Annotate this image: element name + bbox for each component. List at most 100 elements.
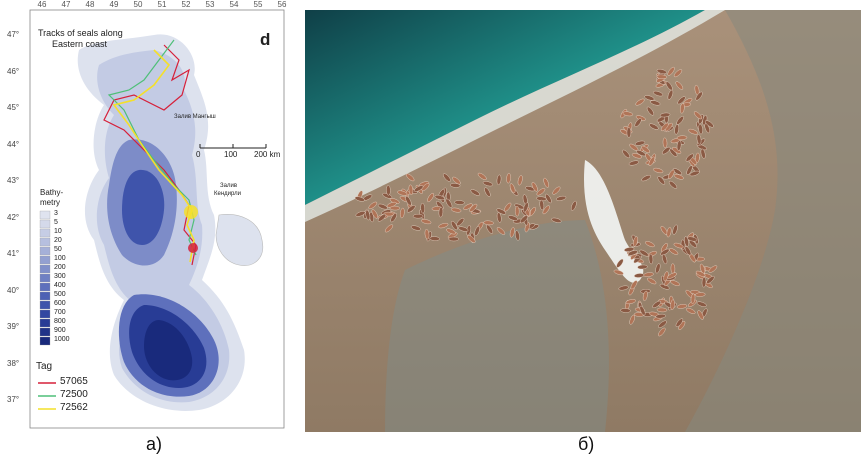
seal — [377, 203, 388, 210]
seal — [556, 195, 567, 201]
seal — [365, 209, 371, 221]
latitude-tick: 45° — [7, 103, 20, 112]
bathymetry-swatch — [39, 300, 51, 310]
seal — [412, 213, 424, 219]
seal — [680, 103, 685, 114]
bathymetry-swatch — [39, 282, 51, 292]
place-label-bay2-line2: Кендирли — [214, 191, 241, 197]
bathymetry-level-label: 300 — [54, 273, 66, 280]
seal-colony-photo — [305, 10, 861, 432]
longitude-tick: 56 — [277, 0, 287, 9]
surf-foam — [305, 10, 725, 222]
seal — [628, 160, 639, 166]
bathymetry-swatch — [39, 255, 51, 265]
seal — [622, 111, 633, 117]
seal — [438, 222, 449, 229]
shallow-water-left — [385, 220, 609, 432]
map-title-line1: Tracks of seals along — [38, 28, 123, 38]
seal — [570, 200, 577, 211]
bathymetry-level-label: 5 — [54, 219, 58, 226]
seal — [668, 169, 675, 179]
sea-area — [305, 10, 705, 205]
seal — [390, 212, 397, 223]
seal — [675, 318, 684, 327]
latitude-tick: 40° — [7, 285, 20, 295]
bathymetry-swatch — [39, 246, 51, 256]
seal — [656, 74, 667, 80]
tag-label: 72500 — [60, 389, 88, 400]
bathymetry-level-label: 700 — [54, 309, 66, 316]
seal — [661, 254, 668, 265]
seal — [443, 173, 451, 182]
seal — [622, 149, 630, 159]
longitude-tick: 46 — [37, 0, 47, 9]
seal — [421, 219, 432, 225]
seal — [641, 175, 651, 182]
seal — [639, 249, 649, 257]
seal — [438, 207, 444, 218]
seal — [519, 215, 529, 224]
scale-label-0: 0 — [196, 150, 201, 159]
seal — [496, 212, 502, 223]
tag-legend — [38, 382, 56, 410]
seal — [658, 320, 667, 328]
seal — [620, 308, 631, 313]
seal — [463, 203, 473, 210]
bathymetry-swatch — [39, 219, 51, 229]
bathymetry-swatch — [39, 309, 51, 319]
seal — [656, 68, 667, 75]
seal — [696, 301, 707, 307]
seal — [668, 180, 678, 189]
seal — [656, 307, 668, 313]
seal — [506, 173, 511, 184]
bathymetry-level-label: 10 — [54, 228, 62, 235]
seal — [408, 184, 414, 195]
bathymetry-swatch — [39, 336, 51, 346]
seal — [630, 280, 638, 290]
sea-body — [77, 34, 264, 411]
seal — [647, 277, 657, 285]
bathymetry-level-label: 800 — [54, 318, 66, 325]
seal — [668, 248, 679, 255]
bathymetry-title-line2: metry — [40, 198, 60, 207]
seal — [676, 135, 688, 140]
seal — [631, 153, 642, 159]
longitude-tick: 48 — [85, 0, 95, 9]
scale-label-200: 200 km — [254, 150, 281, 159]
seal — [705, 120, 714, 128]
longitude-tick: 47 — [61, 0, 71, 9]
seal — [420, 203, 425, 214]
seal — [639, 305, 646, 316]
seal — [458, 226, 469, 232]
seal — [667, 89, 674, 100]
seal — [672, 224, 678, 235]
seal — [531, 182, 538, 192]
seal — [635, 98, 645, 106]
tag-label: 57065 — [60, 376, 88, 387]
seal — [697, 310, 704, 320]
map-title-line2: Eastern coast — [52, 39, 108, 49]
seal — [629, 314, 635, 325]
tag-label: 72562 — [60, 402, 88, 413]
seal — [624, 247, 635, 252]
seal — [539, 199, 545, 211]
seal-group — [354, 66, 718, 337]
seal — [645, 241, 655, 248]
seal — [666, 227, 672, 238]
seal — [676, 304, 688, 309]
seal — [660, 122, 669, 132]
seal — [445, 198, 453, 208]
seal — [667, 272, 677, 279]
bathymetry-title-line1: Bathy- — [40, 188, 64, 197]
seal — [695, 270, 706, 277]
seal — [633, 236, 638, 247]
longitude-tick: 52 — [181, 0, 191, 9]
aerial-photo — [305, 10, 861, 432]
seal — [685, 153, 694, 162]
seal — [509, 227, 515, 238]
panel-letter: d — [260, 30, 271, 49]
seal — [644, 95, 655, 101]
seal — [687, 236, 698, 242]
shallow-water-right — [685, 10, 861, 432]
seal — [706, 275, 715, 284]
